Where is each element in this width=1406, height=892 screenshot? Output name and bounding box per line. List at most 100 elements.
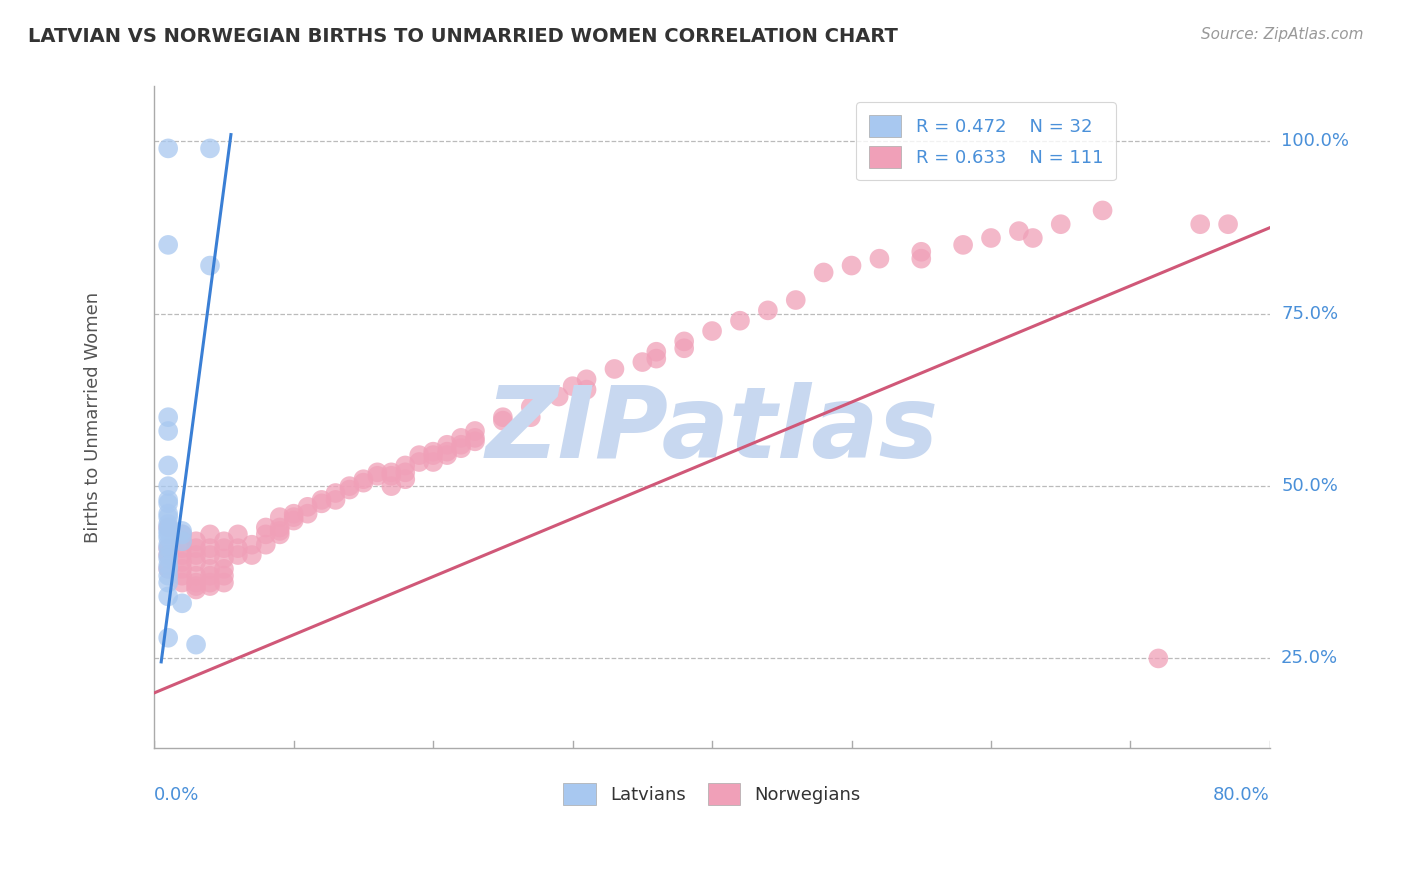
Point xyxy=(157,496,180,510)
Point xyxy=(240,538,263,552)
Point xyxy=(172,527,194,541)
Point xyxy=(339,483,361,497)
Point xyxy=(547,390,569,404)
Point xyxy=(408,448,430,462)
Point xyxy=(352,472,374,486)
Point xyxy=(198,575,221,590)
Point xyxy=(1091,203,1114,218)
Point xyxy=(1216,217,1239,231)
Point xyxy=(645,351,668,366)
Point xyxy=(157,531,180,545)
Point xyxy=(212,534,235,549)
Point xyxy=(157,590,180,604)
Point xyxy=(212,541,235,556)
Point xyxy=(172,555,194,569)
Text: 80.0%: 80.0% xyxy=(1213,786,1270,804)
Point xyxy=(311,492,333,507)
Point xyxy=(198,259,221,273)
Point xyxy=(157,562,180,576)
Point xyxy=(172,575,194,590)
Point xyxy=(172,548,194,562)
Point xyxy=(198,527,221,541)
Point xyxy=(157,458,180,473)
Point xyxy=(172,596,194,610)
Point xyxy=(157,575,180,590)
Point xyxy=(198,579,221,593)
Point xyxy=(297,500,319,514)
Point xyxy=(157,516,180,531)
Text: Births to Unmarried Women: Births to Unmarried Women xyxy=(84,292,101,542)
Point xyxy=(1147,651,1170,665)
Point xyxy=(254,527,277,541)
Point xyxy=(464,431,486,445)
Point xyxy=(226,541,249,556)
Point xyxy=(184,548,207,562)
Point xyxy=(157,510,180,524)
Point xyxy=(311,496,333,510)
Point xyxy=(910,252,932,266)
Point xyxy=(952,238,974,252)
Point xyxy=(366,468,388,483)
Point xyxy=(184,638,207,652)
Point xyxy=(841,259,863,273)
Text: 25.0%: 25.0% xyxy=(1281,649,1339,667)
Point xyxy=(157,568,180,582)
Point xyxy=(157,538,180,552)
Point xyxy=(184,575,207,590)
Point xyxy=(157,548,180,562)
Point xyxy=(380,466,402,480)
Point xyxy=(254,538,277,552)
Point xyxy=(575,383,598,397)
Point xyxy=(297,507,319,521)
Point xyxy=(813,265,835,279)
Point xyxy=(157,141,180,155)
Point xyxy=(184,582,207,597)
Text: 50.0%: 50.0% xyxy=(1281,477,1339,495)
Point xyxy=(283,514,305,528)
Point xyxy=(728,314,751,328)
Point xyxy=(157,479,180,493)
Point xyxy=(212,562,235,576)
Point xyxy=(283,510,305,524)
Point xyxy=(450,431,472,445)
Point xyxy=(254,520,277,534)
Point xyxy=(212,551,235,566)
Point xyxy=(631,355,654,369)
Point xyxy=(157,558,180,573)
Text: Source: ZipAtlas.com: Source: ZipAtlas.com xyxy=(1201,27,1364,42)
Point xyxy=(868,252,890,266)
Point xyxy=(157,562,180,576)
Point xyxy=(492,414,515,428)
Point xyxy=(226,527,249,541)
Point xyxy=(240,548,263,562)
Point xyxy=(520,410,543,425)
Point xyxy=(157,551,180,566)
Point xyxy=(157,524,180,538)
Point xyxy=(464,434,486,449)
Point xyxy=(980,231,1002,245)
Point xyxy=(157,410,180,425)
Point xyxy=(408,455,430,469)
Point xyxy=(575,372,598,386)
Point xyxy=(184,555,207,569)
Point xyxy=(269,510,291,524)
Point xyxy=(394,466,416,480)
Point xyxy=(422,444,444,458)
Point xyxy=(157,520,180,534)
Point xyxy=(198,562,221,576)
Point xyxy=(1008,224,1031,238)
Point xyxy=(756,303,779,318)
Text: 100.0%: 100.0% xyxy=(1281,133,1350,151)
Point xyxy=(157,541,180,556)
Text: 0.0%: 0.0% xyxy=(155,786,200,804)
Point xyxy=(380,468,402,483)
Point xyxy=(645,344,668,359)
Point xyxy=(352,475,374,490)
Point xyxy=(157,492,180,507)
Point xyxy=(464,424,486,438)
Point xyxy=(785,293,807,307)
Point xyxy=(226,548,249,562)
Point xyxy=(603,362,626,376)
Point xyxy=(380,479,402,493)
Point xyxy=(673,334,696,349)
